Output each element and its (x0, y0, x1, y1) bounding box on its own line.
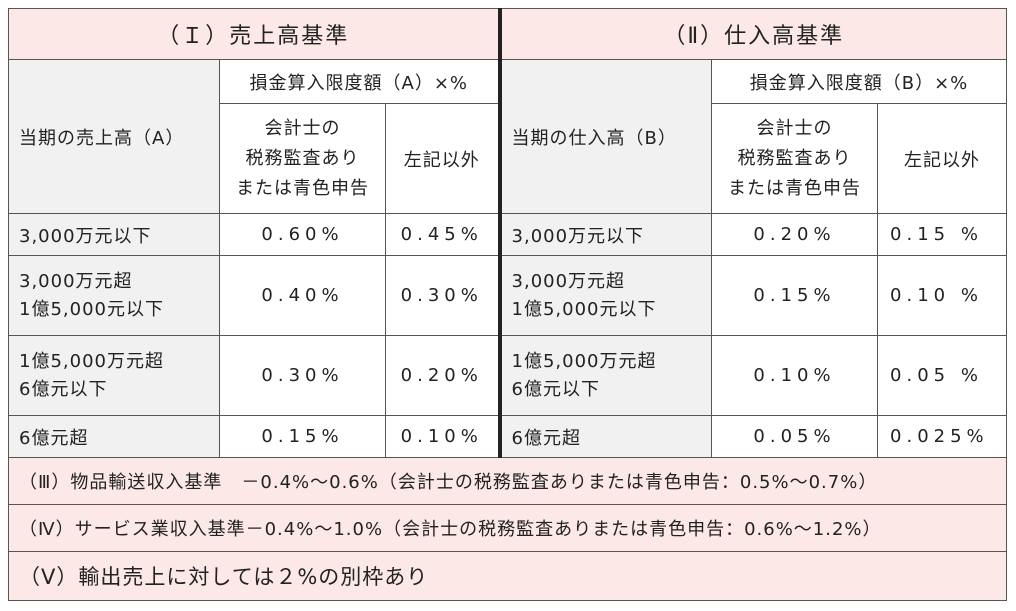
sales-other-rate: 0.45% (384, 213, 501, 256)
sales-bracket-label: 3,000万元以下 (8, 213, 220, 256)
sales-bracket-line: 1億5,000万元超 (19, 350, 164, 372)
sales-audit-header-line: 会計士の (264, 117, 341, 139)
sales-row-header: 当期の売上高（A） (8, 59, 220, 214)
deduction-limit-table: （Ｉ）売上高基準 （Ⅱ）仕入高基準 当期の売上高（A） 損金算入限度額（A）×%… (7, 8, 1008, 601)
purchase-row-header: 当期の仕入高（B） (497, 59, 713, 214)
purchase-audit-rate: 0.15% (711, 255, 879, 336)
purchase-other-column-header: 左記以外 (877, 103, 1008, 214)
purchase-audit-header-line: または青色申告 (728, 177, 862, 199)
export-sales-note: （Ⅴ）輸出売上に対しては２%の別枠あり (7, 551, 1008, 601)
sales-audit-rate: 0.30% (219, 335, 386, 416)
purchase-bracket-label: 3,000万元超 1億5,000元以下 (497, 255, 713, 336)
sales-audit-column-header: 会計士の 税務監査あり または青色申告 (219, 103, 386, 214)
sales-other-rate: 0.10% (384, 415, 501, 458)
purchase-other-rate: 0.10 % (877, 255, 1008, 336)
purchase-bracket-label: 6億元超 (497, 415, 713, 458)
sales-audit-rate: 0.40% (219, 255, 386, 336)
table-row: 3,000万元超 1億5,000元以下 0.40% 0.30% 3,000万元超… (8, 255, 1008, 336)
tax-limit-table-frame: （Ｉ）売上高基準 （Ⅱ）仕入高基準 当期の売上高（A） 損金算入限度額（A）×%… (7, 8, 1008, 602)
purchase-audit-column-header: 会計士の 税務監査あり または青色申告 (711, 103, 879, 214)
note-row: （Ⅴ）輸出売上に対しては２%の別枠あり (7, 551, 1008, 601)
sales-audit-header-line: 税務監査あり (245, 147, 360, 169)
purchase-other-rate: 0.05 % (877, 335, 1008, 416)
limit-header-row: 当期の売上高（A） 損金算入限度額（A）×% 当期の仕入高（B） 損金算入限度額… (8, 59, 1008, 214)
purchase-audit-rate: 0.10% (711, 335, 879, 416)
sales-bracket-line: 1億5,000元以下 (19, 298, 164, 320)
purchase-bracket-label: 3,000万元以下 (497, 213, 713, 256)
service-income-note: （Ⅳ）サービス業収入基準－0.4%～1.0%（会計士の税務監査ありまたは青色申告… (7, 504, 1008, 552)
sales-audit-header-line: または青色申告 (236, 177, 369, 199)
sales-other-rate: 0.20% (384, 335, 501, 416)
purchase-audit-header-line: 税務監査あり (737, 147, 852, 169)
table-row: 1億5,000万元超 6億元以下 0.30% 0.20% 1億5,000万元超 … (8, 335, 1008, 416)
sales-bracket-label: 1億5,000万元超 6億元以下 (8, 335, 220, 416)
column-header-row: 会計士の 税務監査あり または青色申告 左記以外 会計士の 税務監査あり または… (9, 103, 1008, 214)
note-row: （Ⅲ）物品輸送収入基準 －0.4%～0.6%（会計士の税務監査ありまたは青色申告… (7, 457, 1008, 505)
purchase-bracket-line: 3,000万元超 (511, 270, 626, 292)
note-row: （Ⅳ）サービス業収入基準－0.4%～1.0%（会計士の税務監査ありまたは青色申告… (7, 504, 1008, 552)
sales-section-title: （Ｉ）売上高基準 (7, 8, 501, 60)
sales-bracket-line: 6億元以下 (19, 378, 108, 400)
sales-other-rate: 0.30% (384, 255, 501, 336)
sales-bracket-label: 6億元超 (8, 415, 220, 458)
section-header-row: （Ｉ）売上高基準 （Ⅱ）仕入高基準 (7, 8, 1008, 60)
purchase-audit-rate: 0.05% (711, 415, 879, 458)
purchase-other-rate: 0.025% (877, 415, 1008, 458)
sales-bracket-line: 3,000万元超 (19, 270, 133, 292)
purchase-section-title: （Ⅱ）仕入高基準 (497, 8, 1008, 60)
purchase-bracket-line: 1億5,000万元超 (511, 350, 657, 372)
sales-limit-header: 損金算入限度額（A）×% (218, 59, 501, 104)
purchase-bracket-label: 1億5,000万元超 6億元以下 (497, 335, 713, 416)
purchase-audit-rate: 0.20% (711, 213, 879, 256)
sales-bracket-label: 3,000万元超 1億5,000元以下 (8, 255, 220, 336)
sales-other-column-header: 左記以外 (384, 103, 501, 214)
purchase-bracket-line: 1億5,000元以下 (511, 298, 657, 320)
table-row: 3,000万元以下 0.60% 0.45% 3,000万元以下 0.20% 0.… (8, 213, 1008, 256)
table-row: 6億元超 0.15% 0.10% 6億元超 0.05% 0.025% (8, 415, 1008, 458)
sales-audit-rate: 0.60% (219, 213, 386, 256)
purchase-audit-header-line: 会計士の (756, 117, 833, 139)
freight-income-note: （Ⅲ）物品輸送収入基準 －0.4%～0.6%（会計士の税務監査ありまたは青色申告… (7, 457, 1008, 505)
sales-audit-rate: 0.15% (219, 415, 386, 458)
purchase-limit-header: 損金算入限度額（B）×% (711, 59, 1008, 104)
purchase-other-rate: 0.15 % (877, 213, 1008, 256)
purchase-bracket-line: 6億元以下 (511, 378, 600, 400)
